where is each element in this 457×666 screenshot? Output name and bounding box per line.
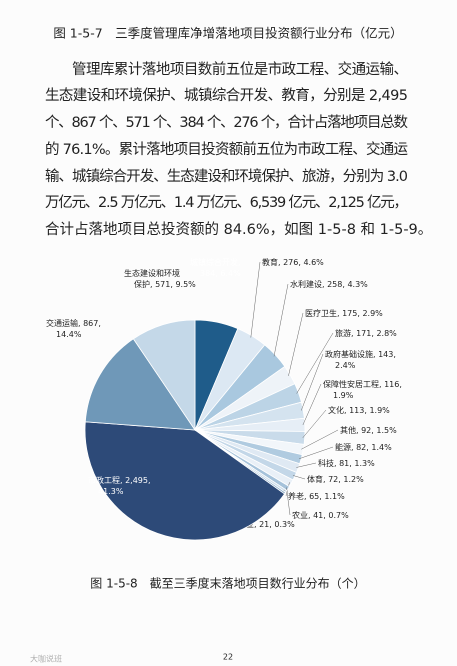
leader-line: [273, 283, 289, 357]
data-label: 保障性安居工程, 116, 1.9%: [323, 379, 402, 400]
data-label: 教育, 276, 4.6%: [262, 257, 324, 267]
leader-line: [288, 312, 304, 376]
pie-slice: [132, 319, 196, 432]
data-label: 其他, 92, 1.5%: [340, 425, 397, 435]
leader-line: [286, 487, 291, 516]
data-label: 旅游, 171, 2.8%: [335, 328, 397, 338]
data-label: 体育, 72, 1.2%: [307, 474, 364, 484]
data-label: 政府基础设施, 143, 2.4%: [325, 349, 396, 370]
leader-line: [300, 353, 324, 411]
paragraph-line: 生态建设和环境保护、城镇综合开发、教育，分别是 2,495: [45, 86, 408, 104]
paragraph-line: 万亿元、2.5 万亿元、1.4 万亿元、6,539 亿元、2,125 亿元，: [45, 194, 408, 211]
paragraph-line: 合计占落地项目总投资额的 84.6%，如图 1-5-8 和 1-5-9。: [45, 221, 432, 238]
leader-line: [292, 475, 306, 480]
data-label: 科技, 81, 1.3%: [318, 458, 375, 468]
watermark: 大咖说班: [30, 654, 62, 664]
data-label: 城镇综合开发, 384, 6.4%: [190, 257, 241, 278]
data-label: 交通运输, 867, 14.4%: [46, 318, 101, 339]
figure-caption: 图 1-5-8 截至三季度末落地项目数行业分布（个）: [90, 576, 365, 591]
leader-line: [250, 261, 261, 338]
data-label: 能源, 82, 1.4%: [335, 442, 392, 452]
leader-line: [301, 429, 339, 450]
paragraph-line: 输、城镇综合开发、生态建设和环境保护、旅游，分别为 3.0: [45, 167, 408, 185]
leader-line: [296, 332, 334, 394]
data-label: 养老, 65, 1.1%: [288, 491, 345, 501]
leader-line: [299, 446, 334, 460]
page-number: 22: [223, 653, 233, 662]
data-label: 文化, 113, 1.9%: [328, 405, 390, 415]
data-label: 生态建设和环境保护, 571, 9.5%: [124, 268, 196, 289]
paragraph-line: 管理库累计落地项目数前五位是市政工程、交通运输、: [72, 60, 408, 78]
leader-line: [296, 462, 317, 468]
pie-slice: [84, 421, 286, 541]
data-label: 水利建设, 258, 4.3%: [290, 279, 368, 289]
paragraph-line: 个、867 个、571 个、384 个、276 个，合计占落地项目总数: [45, 114, 409, 131]
figure-title: 图 1-5-7 三季度管理库净增落地项目投资额行业分布（亿元）: [53, 26, 402, 41]
data-label: 市政工程, 2,495, 41.3%: [88, 475, 151, 496]
leader-line: [302, 383, 322, 426]
leader-line: [302, 409, 327, 438]
data-label: 农业, 41, 0.7%: [292, 510, 349, 520]
data-label: 医疗卫生, 175, 2.9%: [305, 308, 383, 318]
pie-slice: [84, 338, 196, 431]
paragraph-line: 的 76.1%。累计落地项目投资额前五位为市政工程、交通运: [45, 140, 409, 158]
data-label: 林业, 21, 0.3%: [238, 519, 295, 529]
